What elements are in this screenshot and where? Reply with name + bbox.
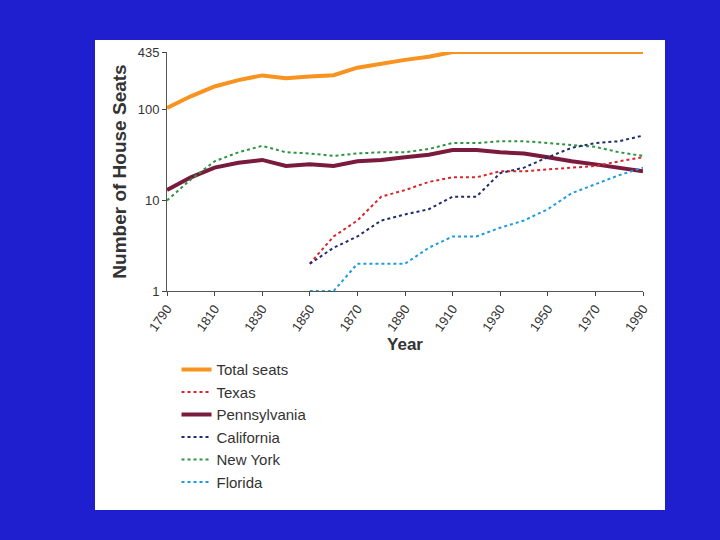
svg-text:1790: 1790 [146, 302, 175, 334]
svg-text:New York: New York [217, 451, 281, 468]
svg-text:1870: 1870 [336, 302, 365, 334]
svg-text:435: 435 [138, 45, 160, 60]
svg-text:1850: 1850 [289, 302, 318, 334]
svg-text:1890: 1890 [384, 302, 413, 334]
svg-text:Texas: Texas [217, 384, 256, 401]
svg-text:1810: 1810 [194, 302, 223, 334]
svg-text:Pennsylvania: Pennsylvania [217, 406, 307, 423]
svg-text:Year: Year [387, 335, 423, 354]
svg-text:1950: 1950 [527, 302, 556, 334]
svg-text:1930: 1930 [479, 302, 508, 334]
svg-text:Total seats: Total seats [217, 361, 289, 378]
svg-text:1970: 1970 [574, 302, 603, 334]
svg-text:1: 1 [152, 284, 159, 299]
svg-text:Number of House Seats: Number of House Seats [109, 64, 130, 278]
svg-text:Florida: Florida [217, 474, 264, 491]
svg-text:1830: 1830 [241, 302, 270, 334]
svg-text:10: 10 [145, 193, 159, 208]
svg-text:100: 100 [138, 102, 160, 117]
svg-text:1910: 1910 [432, 302, 461, 334]
svg-text:1990: 1990 [622, 302, 651, 334]
svg-text:California: California [217, 429, 281, 446]
